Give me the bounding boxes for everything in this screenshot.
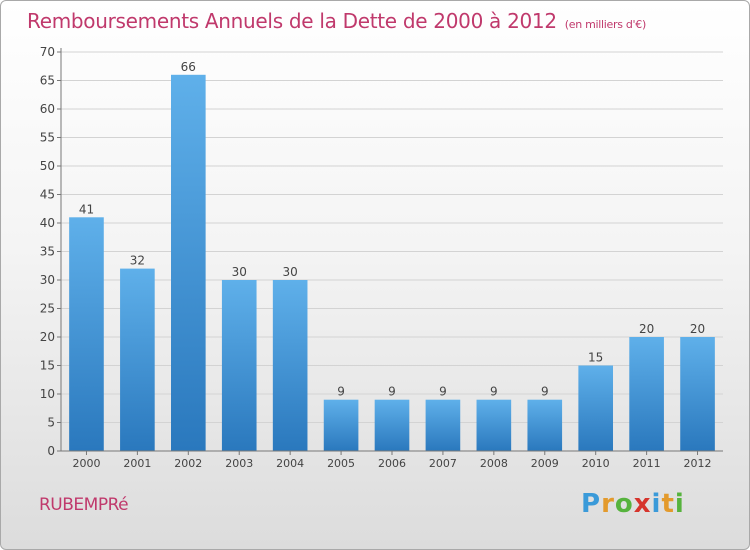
y-tick-label: 15: [40, 359, 55, 373]
bar: [221, 280, 257, 451]
chart-title-text: Remboursements Annuels de la Dette de 20…: [27, 9, 557, 33]
proxiti-logo: Proxiti: [581, 489, 685, 519]
y-tick-label: 45: [40, 188, 55, 202]
bar: [323, 399, 359, 451]
y-tick-label: 10: [40, 387, 55, 401]
chart-title: Remboursements Annuels de la Dette de 20…: [27, 9, 646, 33]
x-tick-label: 2011: [633, 457, 661, 470]
x-tick-label: 2012: [684, 457, 712, 470]
axes: 0 5 10 15 20 25 30 35 40 45 50 55 60 65 70 2000 2001 2002…: [40, 45, 723, 470]
bar-value-label: 30: [232, 265, 247, 279]
bar-value-label: 32: [130, 254, 145, 268]
y-tick-label: 5: [47, 416, 55, 430]
logo-letter: t: [661, 489, 675, 519]
y-tick-label: 55: [40, 131, 55, 145]
logo-letter: r: [601, 489, 615, 519]
grid-lines: [61, 51, 723, 423]
bar: [680, 337, 715, 451]
y-tick-label: 30: [40, 273, 55, 287]
bar: [425, 399, 461, 451]
bar: [120, 268, 155, 451]
y-tick-label: 20: [40, 330, 55, 344]
x-tick-label: 2010: [582, 457, 610, 470]
bar-value-label: 15: [588, 351, 603, 365]
bar: [476, 399, 512, 451]
logo-letter: i: [674, 489, 685, 519]
y-tick-label: 0: [47, 444, 55, 458]
x-tick-label: 2009: [531, 457, 559, 470]
y-tick-label: 60: [40, 102, 55, 116]
bar: [69, 217, 104, 451]
logo-letter: P: [581, 489, 602, 519]
bar-value-label: 20: [639, 322, 654, 336]
bar: [527, 399, 563, 451]
commune-name: RUBEMPRé: [39, 495, 129, 515]
bar: [170, 74, 206, 452]
bar-value-label: 9: [388, 385, 396, 399]
chart-subtitle: (en milliers d'€): [564, 18, 646, 31]
y-tick-label: 25: [40, 302, 55, 316]
logo-letter: o: [614, 489, 634, 519]
y-tick-label: 40: [40, 216, 55, 230]
logo-letter: i: [651, 489, 662, 519]
x-tick-label: 2001: [123, 457, 151, 470]
x-tick-label: 2008: [480, 457, 508, 470]
bar-value-label: 9: [439, 385, 447, 399]
bars-group: 41 32 66 30 30 9 9 9 9 9 15 20 20: [69, 60, 715, 452]
y-tick-label: 50: [40, 159, 55, 173]
bar: [578, 365, 614, 451]
y-tick-label: 70: [40, 45, 55, 59]
x-tick-label: 2003: [225, 457, 253, 470]
x-tick-label: 2006: [378, 457, 406, 470]
x-tick-label: 2000: [72, 457, 100, 470]
bar-value-label: 9: [541, 385, 549, 399]
x-tick-label: 2004: [276, 457, 304, 470]
bar-value-label: 41: [79, 202, 94, 216]
y-tick-label: 65: [40, 74, 55, 88]
bar-value-label: 9: [337, 385, 345, 399]
bar: [629, 337, 664, 451]
x-tick-label: 2007: [429, 457, 457, 470]
x-tick-label: 2005: [327, 457, 355, 470]
bar-value-label: 9: [490, 385, 498, 399]
bar-value-label: 66: [181, 60, 196, 74]
x-tick-label: 2002: [174, 457, 202, 470]
bar: [374, 399, 410, 451]
bar-value-label: 20: [690, 322, 705, 336]
y-tick-label: 35: [40, 245, 55, 259]
bar: [272, 280, 308, 451]
bar-value-label: 30: [283, 265, 298, 279]
logo-letter: x: [633, 489, 652, 519]
